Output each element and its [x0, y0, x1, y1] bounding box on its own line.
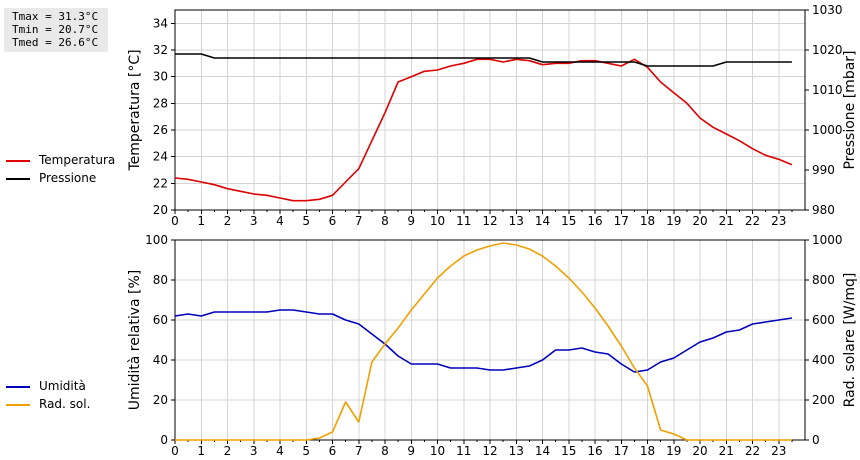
y-axis-title-left: Temperatura [°C]: [127, 49, 143, 171]
stat-tmed: Tmed = 26.6°C: [12, 36, 99, 49]
x-tick-label: 9: [407, 444, 415, 458]
x-tick-label: 5: [302, 444, 310, 458]
y-tick-label-left: 24: [153, 150, 168, 164]
x-tick-label: 16: [587, 444, 602, 458]
stats-box: Tmax = 31.3°C Tmin = 20.7°C Tmed = 26.6°…: [4, 8, 108, 52]
x-tick-label: 12: [482, 214, 497, 228]
y-axis-title-right: Pressione [mbar]: [842, 50, 858, 169]
legend-label-rad-sol: Rad. sol.: [39, 397, 91, 411]
x-tick-label: 13: [509, 214, 524, 228]
x-tick-label: 1: [197, 444, 205, 458]
x-tick-label: 11: [456, 444, 471, 458]
y-tick-label-right: 1000: [812, 123, 843, 137]
x-tick-label: 11: [456, 214, 471, 228]
y-tick-label-left: 20: [153, 203, 168, 217]
legend-swatch-rad-sol: [6, 404, 30, 406]
x-tick-label: 2: [224, 444, 232, 458]
x-tick-label: 2: [224, 214, 232, 228]
y-tick-label-left: 80: [153, 273, 168, 287]
x-tick-label: 21: [719, 214, 734, 228]
x-tick-label: 5: [302, 214, 310, 228]
y-tick-label-right: 1030: [812, 3, 843, 17]
x-tick-label: 22: [745, 214, 760, 228]
x-tick-label: 14: [535, 214, 550, 228]
x-tick-label: 19: [666, 444, 681, 458]
x-tick-label: 0: [171, 444, 179, 458]
x-tick-label: 22: [745, 444, 760, 458]
y-tick-label-right: 0: [812, 433, 820, 447]
x-tick-label: 9: [407, 214, 415, 228]
x-tick-label: 1: [197, 214, 205, 228]
y-tick-label-left: 22: [153, 176, 168, 190]
x-tick-label: 15: [561, 214, 576, 228]
x-tick-label: 16: [587, 214, 602, 228]
x-tick-label: 0: [171, 214, 179, 228]
y-tick-label-left: 28: [153, 96, 168, 110]
x-tick-label: 23: [771, 444, 786, 458]
y-tick-label-right: 200: [812, 393, 835, 407]
x-tick-label: 6: [329, 214, 337, 228]
x-tick-label: 19: [666, 214, 681, 228]
y-tick-label-right: 600: [812, 313, 835, 327]
y-axis-title-left: Umidità relativa [%]: [127, 270, 143, 411]
y-tick-label-right: 1000: [812, 233, 843, 247]
x-tick-label: 21: [719, 444, 734, 458]
y-tick-label-left: 60: [153, 313, 168, 327]
y-tick-label-right: 800: [812, 273, 835, 287]
series-line-pressione: [175, 53, 792, 67]
x-tick-label: 10: [430, 444, 445, 458]
y-tick-label-left: 40: [153, 353, 168, 367]
x-tick-label: 4: [276, 214, 284, 228]
series-line-umidit: [174, 309, 793, 373]
y-tick-label-left: 34: [153, 16, 168, 30]
y-tick-label-left: 20: [153, 393, 168, 407]
series-line-rad-sol: [175, 242, 792, 441]
y-tick-label-right: 990: [812, 163, 835, 177]
x-tick-label: 20: [692, 444, 707, 458]
x-tick-label: 17: [614, 214, 629, 228]
x-tick-label: 23: [771, 214, 786, 228]
x-tick-label: 13: [509, 444, 524, 458]
legend-label-temperatura: Temperatura: [39, 153, 116, 167]
x-tick-label: 7: [355, 214, 363, 228]
y-tick-label-right: 400: [812, 353, 835, 367]
x-tick-label: 12: [482, 444, 497, 458]
y-tick-label-left: 30: [153, 70, 168, 84]
y-axis-title-right: Rad. solare [W/mq]: [842, 273, 858, 408]
chart-panel-top: [171, 9, 809, 214]
x-tick-label: 3: [250, 214, 258, 228]
stat-tmax: Tmax = 31.3°C: [12, 10, 99, 23]
legend-swatch-temperatura: [6, 160, 30, 162]
y-tick-label-right: 980: [812, 203, 835, 217]
chart-panel-bottom: [171, 239, 809, 444]
x-tick-label: 10: [430, 214, 445, 228]
legend-swatch-pressione: [6, 178, 30, 180]
x-tick-label: 8: [381, 444, 389, 458]
legend-swatch-umidita: [6, 386, 30, 388]
series-line-temperatura: [174, 58, 793, 202]
x-tick-label: 3: [250, 444, 258, 458]
stat-tmin: Tmin = 20.7°C: [12, 23, 99, 36]
y-tick-label-left: 100: [145, 233, 168, 247]
y-tick-label-left: 26: [153, 123, 168, 137]
y-tick-label-left: 32: [153, 43, 168, 57]
y-tick-label-left: 0: [160, 433, 168, 447]
legend-label-umidita: Umidità: [39, 379, 86, 393]
legend-label-pressione: Pressione: [39, 171, 97, 185]
x-tick-label: 6: [329, 444, 337, 458]
x-tick-label: 17: [614, 444, 629, 458]
x-tick-label: 8: [381, 214, 389, 228]
y-tick-label-right: 1010: [812, 83, 843, 97]
y-tick-label-right: 1020: [812, 43, 843, 57]
x-tick-label: 20: [692, 214, 707, 228]
x-tick-label: 15: [561, 444, 576, 458]
x-tick-label: 18: [640, 214, 655, 228]
x-tick-label: 4: [276, 444, 284, 458]
x-tick-label: 7: [355, 444, 363, 458]
x-tick-label: 18: [640, 444, 655, 458]
x-tick-label: 14: [535, 444, 550, 458]
